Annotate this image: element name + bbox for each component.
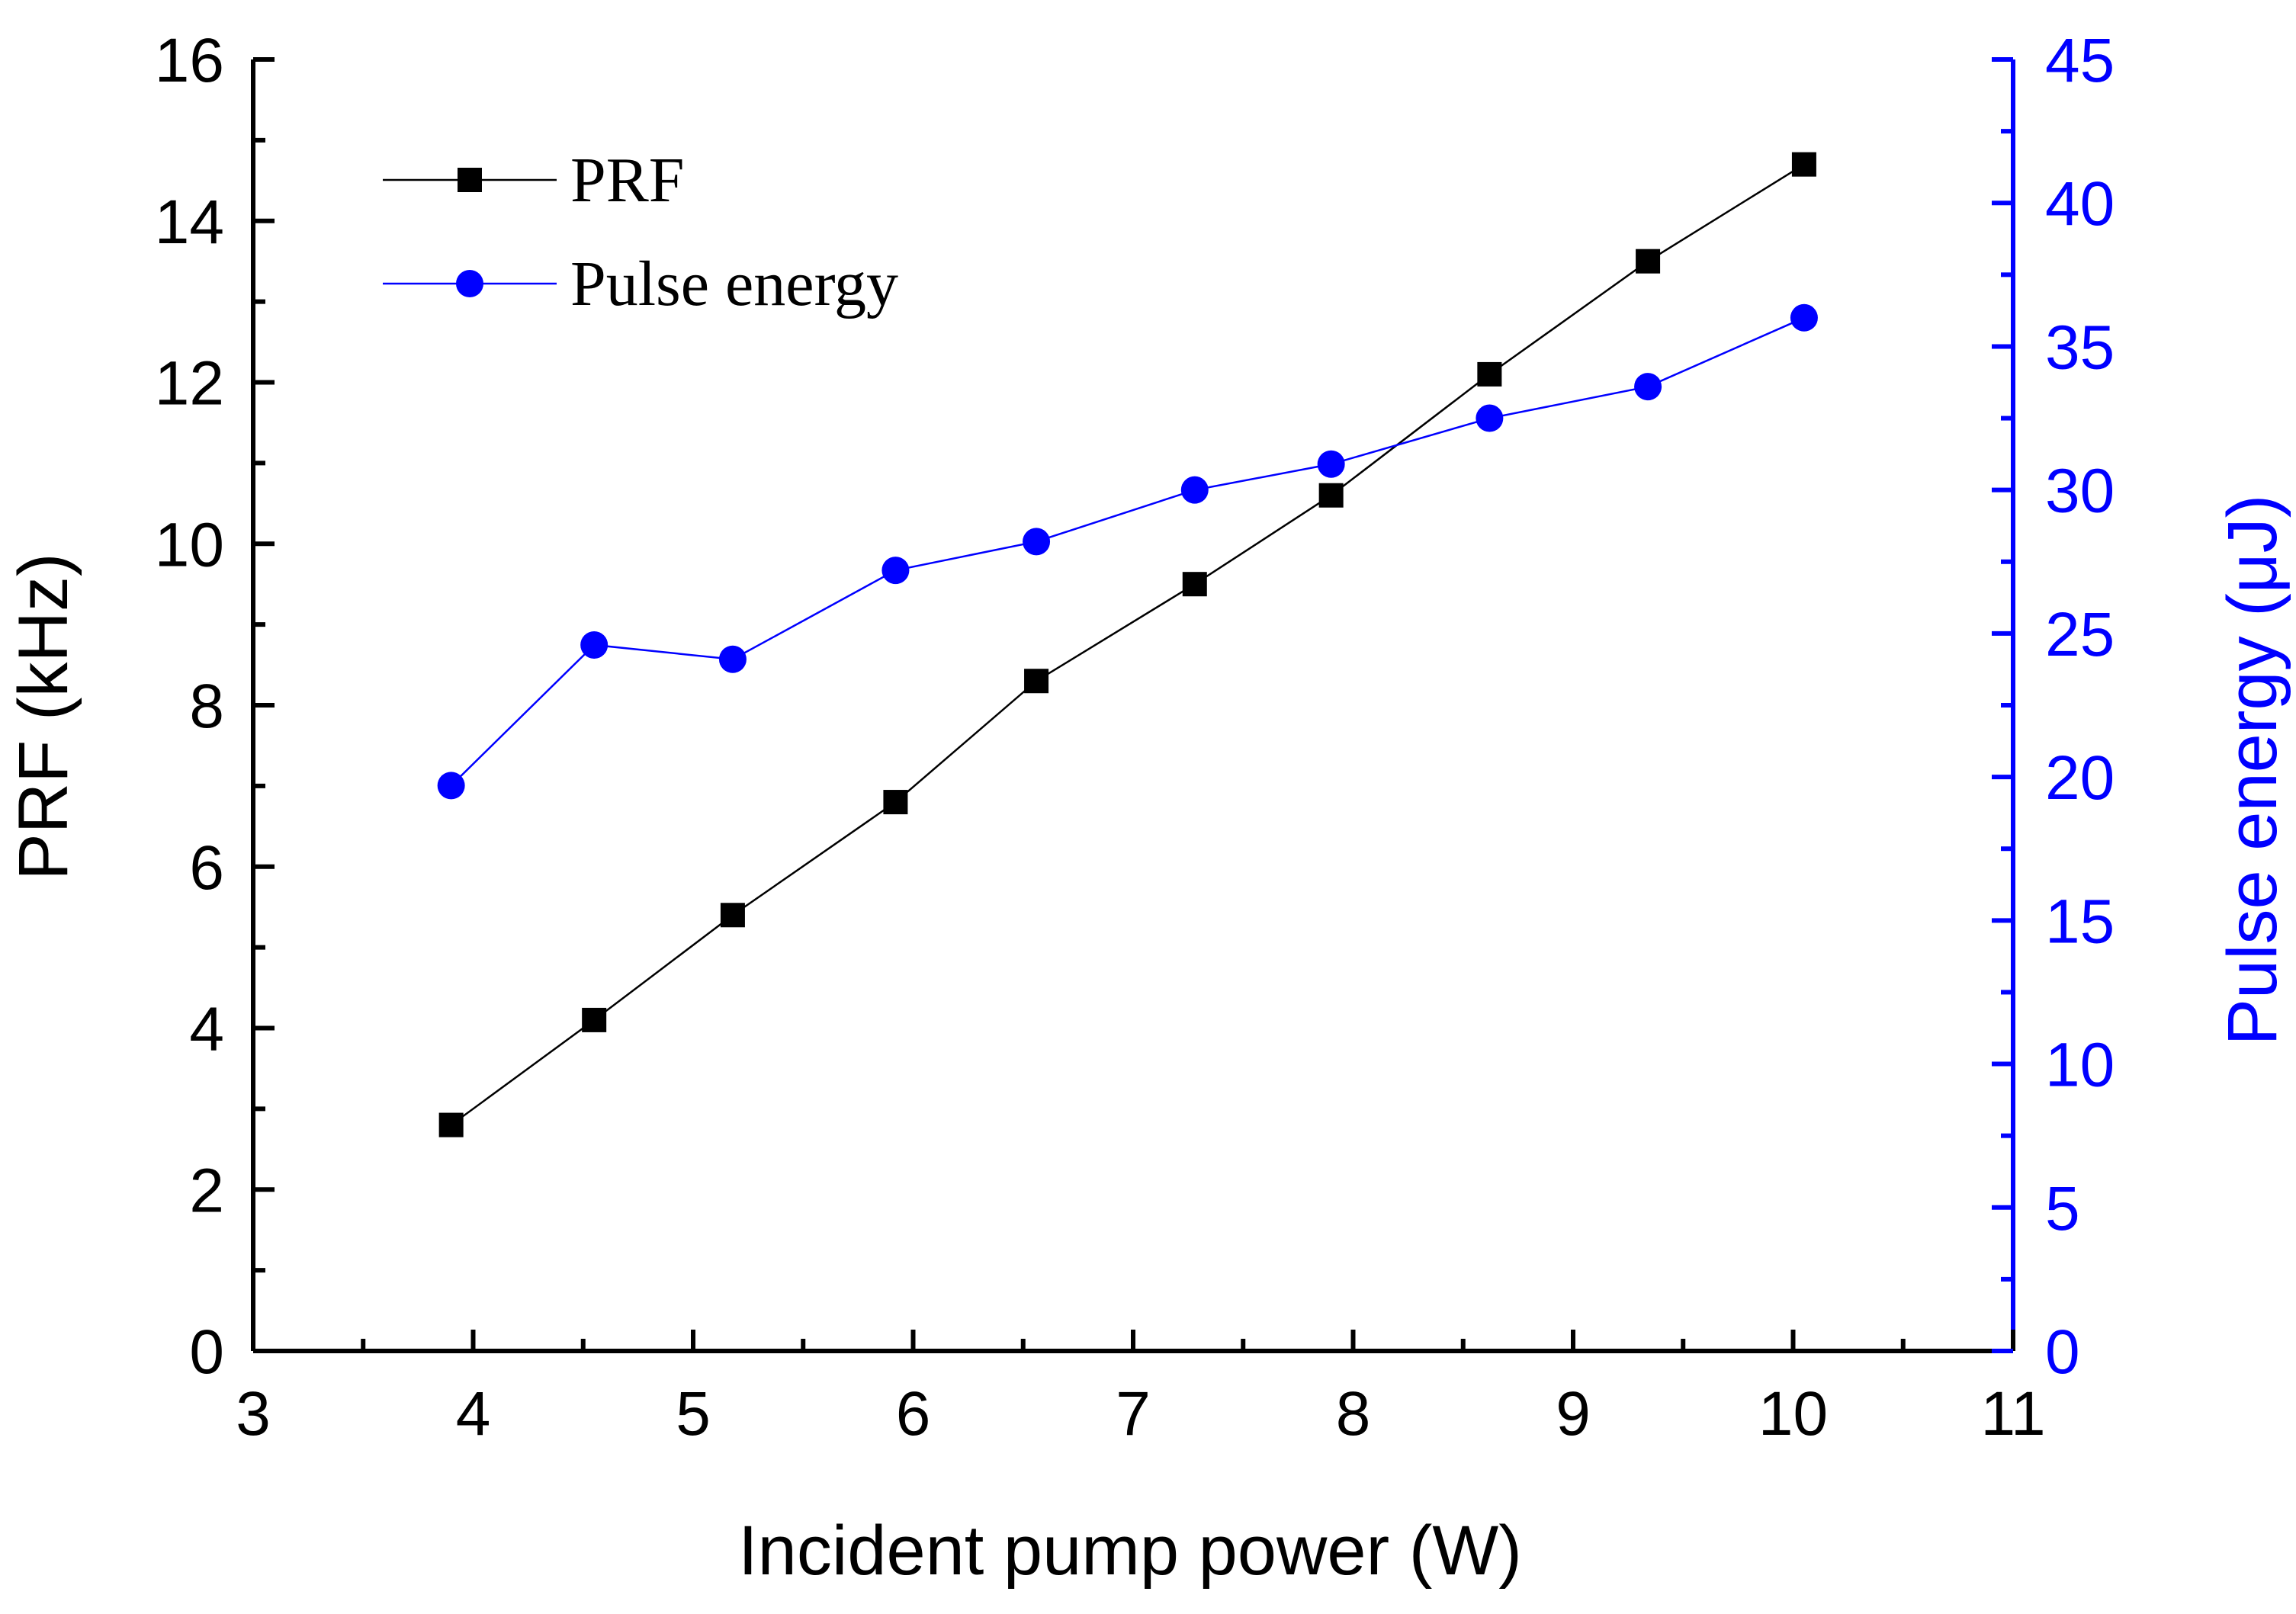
prf-data-point xyxy=(1318,483,1344,508)
y-axis-title: PRF (kHz) xyxy=(5,553,82,880)
energy-data-point xyxy=(718,645,747,673)
y2-tick-label: 40 xyxy=(2045,169,2115,239)
energy-data-point xyxy=(1180,476,1209,504)
prf-data-point xyxy=(1024,669,1049,694)
y-tick-label: 10 xyxy=(155,510,224,579)
energy-data-point xyxy=(881,557,910,585)
prf-data-point xyxy=(438,1112,464,1138)
y-tick-label: 4 xyxy=(189,995,224,1064)
legend-label: Pulse energy xyxy=(570,249,898,319)
energy-data-point xyxy=(1790,303,1818,332)
y-tick-label: 2 xyxy=(189,1156,224,1225)
legend-label: PRF xyxy=(570,145,684,216)
x-tick-label: 9 xyxy=(1556,1379,1591,1449)
y-tick-label: 8 xyxy=(189,672,224,741)
prf-data-point xyxy=(1182,572,1207,597)
energy-data-point xyxy=(1317,450,1345,478)
y-tick-label: 14 xyxy=(155,188,224,257)
x-tick-label: 5 xyxy=(676,1379,711,1449)
y2-tick-label: 25 xyxy=(2045,600,2115,669)
y-tick-label: 12 xyxy=(155,349,224,419)
prf-data-point xyxy=(1791,152,1816,177)
y2-tick-label: 20 xyxy=(2045,743,2115,813)
y2-tick-label: 0 xyxy=(2045,1317,2080,1387)
prf-data-point xyxy=(1477,361,1502,387)
energy-data-point xyxy=(580,631,609,659)
x-tick-label: 3 xyxy=(236,1379,271,1449)
energy-data-point xyxy=(1476,404,1504,432)
y-tick-label: 0 xyxy=(189,1317,224,1387)
energy-data-point xyxy=(1023,528,1051,556)
legend: PRF Pulse energy xyxy=(383,145,898,319)
y2-tick-label: 30 xyxy=(2045,457,2115,526)
x-tick-label: 8 xyxy=(1336,1379,1371,1449)
y2-tick-label: 45 xyxy=(2045,26,2115,95)
prf-data-point xyxy=(720,903,745,928)
y2-tick-label: 5 xyxy=(2045,1174,2080,1243)
y2-axis-title: Pulse energy (μJ) xyxy=(2214,495,2291,1046)
y-tick-label: 6 xyxy=(189,833,224,903)
energy-data-point xyxy=(437,772,465,800)
y2-tick-label: 15 xyxy=(2045,887,2115,956)
x-tick-label: 7 xyxy=(1116,1379,1151,1449)
energy-series-line xyxy=(450,316,1805,787)
legend-marker-square xyxy=(458,168,482,192)
prf-series-line xyxy=(450,163,1805,1126)
x-tick-label: 6 xyxy=(896,1379,931,1449)
x-tick-label: 10 xyxy=(1758,1379,1828,1449)
axes: 3 4 5 6 7 8 9 10 1102468101214160510152025303540… xyxy=(155,26,2115,1449)
prf-data-point xyxy=(1636,249,1661,274)
legend-marker-circle xyxy=(456,270,483,297)
prf-data-point xyxy=(883,790,908,815)
y2-tick-label: 35 xyxy=(2045,313,2115,382)
energy-data-point xyxy=(1634,373,1662,401)
y2-tick-label: 10 xyxy=(2045,1031,2115,1100)
prf-data-point xyxy=(582,1007,607,1032)
series-layer xyxy=(437,152,1818,1138)
x-tick-label: 4 xyxy=(456,1379,491,1449)
y-tick-label: 16 xyxy=(155,26,224,95)
x-tick-label: 11 xyxy=(1980,1379,2045,1449)
x-axis-title: Incident pump power (W) xyxy=(738,1512,1522,1590)
